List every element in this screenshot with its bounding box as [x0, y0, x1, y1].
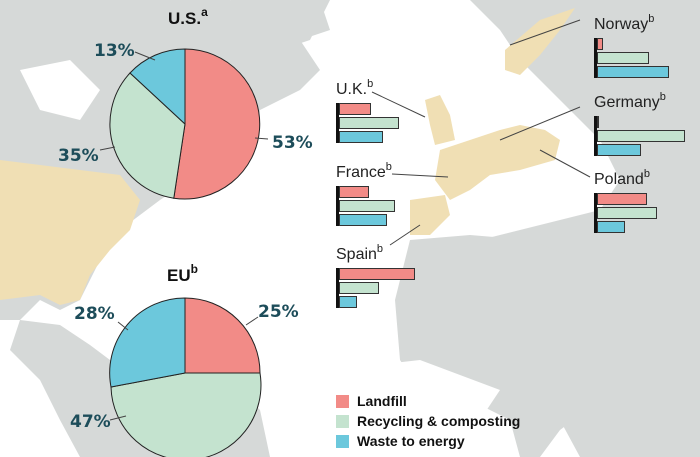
poland-recycling-bar — [597, 207, 657, 219]
country-chart-spain: Spainb — [336, 240, 415, 310]
country-chart-norway: Norwayb — [594, 10, 669, 80]
norway-recycling-bar — [597, 52, 649, 64]
eu-pie-title: EUb — [167, 262, 198, 285]
recycling-swatch — [336, 414, 349, 428]
us-land — [0, 160, 140, 305]
france-landfill-bar — [339, 186, 369, 198]
country-chart-germany: Germanyb — [594, 88, 685, 158]
uk-energy-bar — [339, 131, 383, 143]
france-recycling-bar — [339, 200, 395, 212]
africa-land — [395, 235, 640, 457]
germany-energy-bar — [597, 144, 641, 156]
poland-energy-bar — [597, 221, 625, 233]
eu-landfill-pct: 25% — [258, 302, 299, 322]
country-chart-france: Franceb — [336, 158, 395, 228]
poland-landfill-bar — [597, 193, 647, 205]
uk-landfill-bar — [339, 103, 371, 115]
uk-recycling-bar — [339, 117, 399, 129]
us-energy-pct: 13% — [94, 41, 135, 61]
us-landfill-pct: 53% — [272, 133, 313, 153]
eu-pie — [109, 297, 262, 457]
france-energy-bar — [339, 214, 387, 226]
norway-land — [505, 8, 575, 75]
germany-recycling-bar — [597, 130, 685, 142]
energy-swatch — [336, 434, 349, 448]
spain-land — [410, 195, 450, 235]
legend-item-recycling: Recycling & composting — [336, 411, 520, 431]
legend: Landfill Recycling & composting Waste to… — [336, 391, 520, 451]
country-chart-uk: U.K.b — [336, 75, 399, 145]
eu-recycling-pct: 47% — [70, 412, 111, 432]
legend-item-landfill: Landfill — [336, 391, 520, 411]
us-recycling-pct: 35% — [58, 146, 99, 166]
country-chart-poland: Polandb — [594, 165, 657, 235]
spain-recycling-bar — [339, 282, 379, 294]
norway-energy-bar — [597, 66, 669, 78]
legend-item-energy: Waste to energy — [336, 431, 520, 451]
uk-land — [425, 95, 455, 145]
france-germany-poland-land — [435, 125, 560, 200]
eu-energy-pct: 28% — [74, 304, 115, 324]
spain-energy-bar — [339, 296, 357, 308]
spain-landfill-bar — [339, 268, 415, 280]
us-pie-title: U.S.a — [168, 5, 208, 28]
norway-landfill-bar — [597, 38, 603, 50]
landfill-swatch — [336, 394, 349, 408]
germany-landfill-bar — [597, 116, 599, 128]
us-pie — [109, 48, 261, 200]
